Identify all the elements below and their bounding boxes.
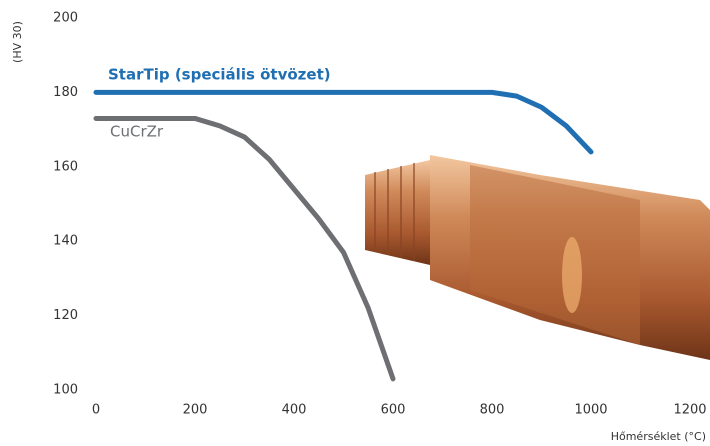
- y-tick-label: 120: [53, 308, 78, 323]
- y-tick-label: 140: [53, 234, 78, 249]
- contact-tip-image: [365, 155, 710, 360]
- x-tick-label: 1200: [673, 403, 706, 418]
- x-tick-label: 400: [282, 403, 307, 418]
- series-line: [93, 115, 396, 382]
- y-tick-label: 160: [53, 159, 78, 174]
- x-tick-label: 200: [183, 403, 208, 418]
- y-tick-label: 100: [53, 383, 78, 398]
- series-label: StarTip (speciális ötvözet): [108, 66, 331, 84]
- series-line: [93, 89, 594, 155]
- x-tick-label: 800: [480, 403, 505, 418]
- y-axis-label: (HV 30): [11, 21, 24, 63]
- x-tick-label: 1000: [574, 403, 607, 418]
- series-label: CuCrZr: [110, 123, 164, 141]
- x-axis-label: Hőmérséklet (°C): [611, 430, 706, 443]
- y-tick-label: 180: [53, 85, 78, 100]
- y-tick-label: 200: [53, 11, 78, 26]
- x-tick-label: 600: [381, 403, 406, 418]
- x-tick-label: 0: [92, 403, 100, 418]
